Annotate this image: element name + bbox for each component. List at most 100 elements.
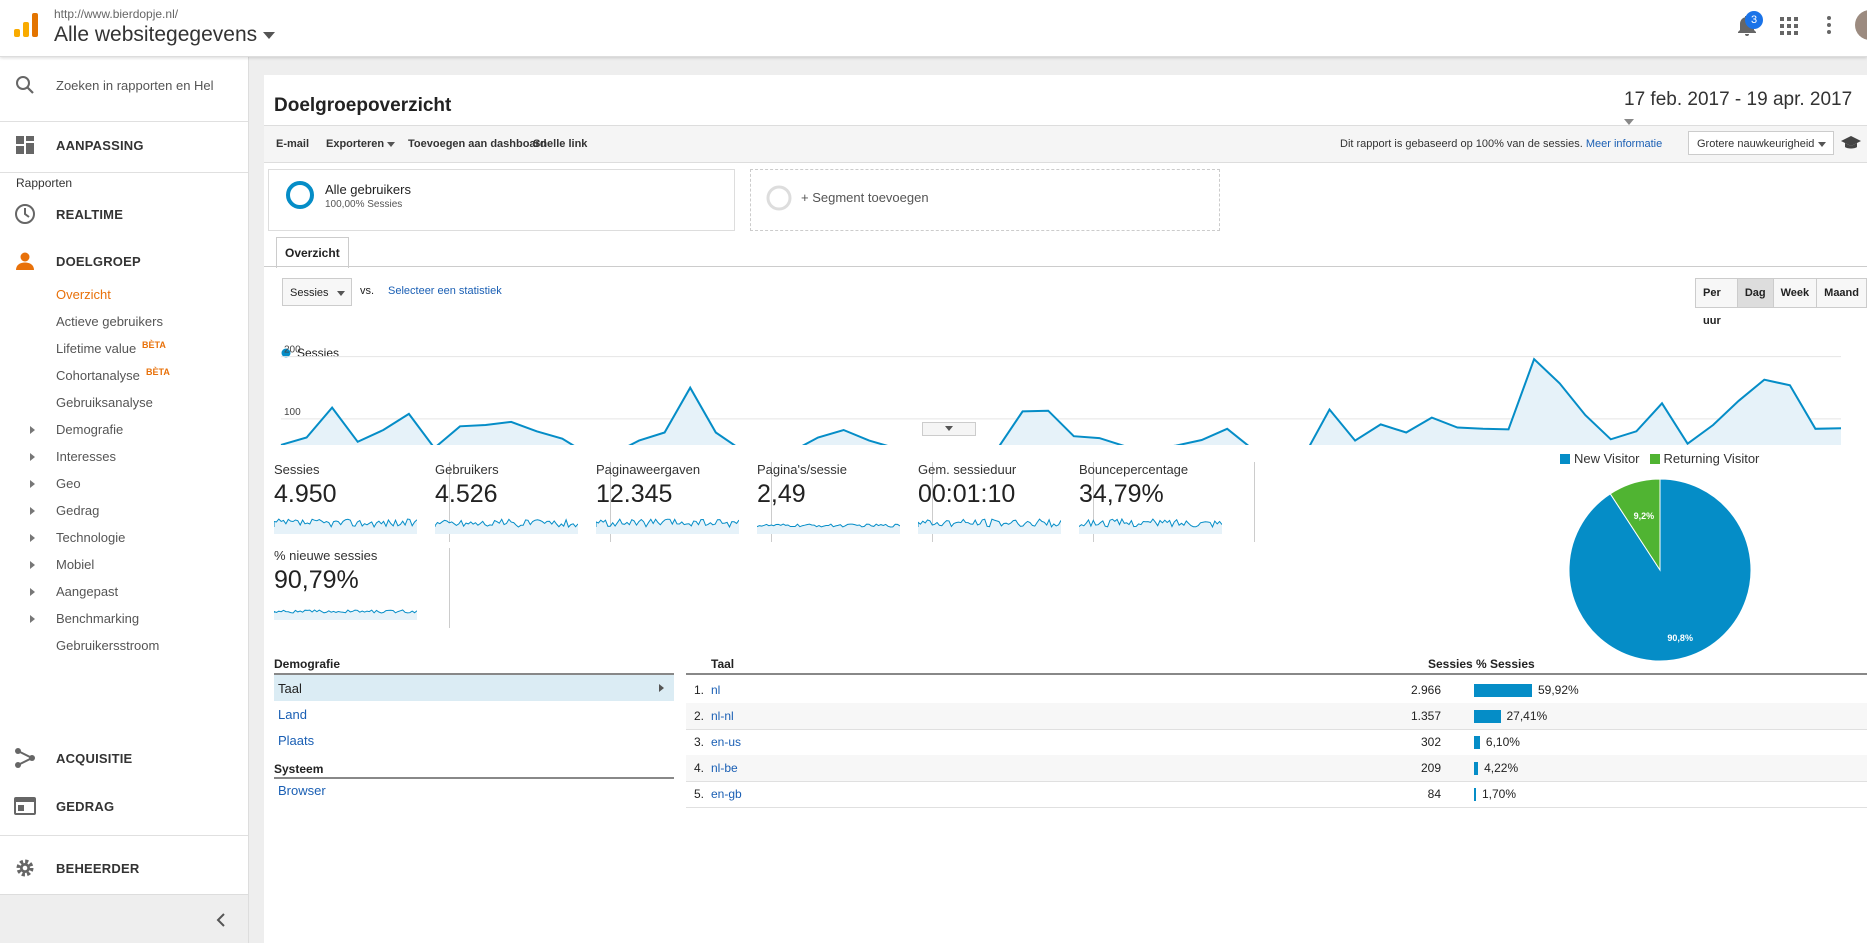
sidebar-item-behavior[interactable]: GEDRAG	[0, 789, 248, 825]
metric-tile[interactable]: Gem. sessieduur 00:01:10	[908, 462, 1094, 544]
pie-slice[interactable]	[1609, 478, 1661, 572]
shortcut-button[interactable]: Snelle link	[533, 138, 588, 150]
data-point[interactable]	[1762, 378, 1766, 382]
data-point[interactable]	[1328, 408, 1332, 412]
data-point[interactable]	[1072, 434, 1076, 438]
search-input[interactable]: Zoeken in rapporten en Hel	[56, 78, 214, 93]
granularity-option[interactable]: Week	[1773, 279, 1818, 307]
granularity-option[interactable]: Per uur	[1696, 279, 1738, 327]
metric-tile[interactable]: Pagina's/sessie 2,49	[747, 462, 933, 544]
data-point[interactable]	[1813, 427, 1817, 431]
demographics-item-plaats[interactable]: Plaats	[278, 733, 315, 748]
sidebar-subitem[interactable]: Demografie	[0, 419, 248, 441]
data-point[interactable]	[1558, 381, 1562, 385]
data-point[interactable]	[305, 436, 309, 440]
row-language-link[interactable]: en-us	[711, 735, 742, 749]
sidebar-item-audience[interactable]: DOELGROEP	[0, 244, 248, 280]
data-point[interactable]	[356, 440, 360, 444]
email-button[interactable]: E-mail	[276, 138, 310, 150]
segment-all-users[interactable]: Alle gebruikers 100,00% Sessies	[268, 169, 735, 231]
sidebar-subitem[interactable]: Gebruikersstroom	[0, 635, 248, 657]
data-point[interactable]	[867, 439, 871, 443]
data-point[interactable]	[1737, 399, 1741, 403]
metric-tile[interactable]: Sessies 4.950	[264, 462, 450, 544]
data-point[interactable]	[1379, 422, 1383, 426]
data-point[interactable]	[407, 412, 411, 416]
pie-legend-item[interactable]: Returning Visitor	[1649, 451, 1759, 466]
data-point[interactable]	[1583, 413, 1587, 417]
data-point[interactable]	[330, 406, 334, 410]
demographics-item-taal[interactable]: Taal	[274, 675, 674, 701]
data-point[interactable]	[1481, 427, 1485, 431]
sidebar-search[interactable]: Zoeken in rapporten en Hel	[0, 57, 248, 113]
system-item-browser[interactable]: Browser	[278, 783, 326, 798]
tab-overview[interactable]: Overzicht	[276, 237, 349, 268]
data-point[interactable]	[1225, 427, 1229, 431]
data-point[interactable]	[714, 431, 718, 435]
data-point[interactable]	[1200, 438, 1204, 442]
data-point[interactable]	[1788, 383, 1792, 387]
data-point[interactable]	[1609, 437, 1613, 441]
data-point[interactable]	[381, 428, 385, 432]
metric-select[interactable]: Sessies	[282, 278, 352, 306]
sidebar-subitem[interactable]: Aangepast	[0, 581, 248, 603]
sidebar-item-acquisition[interactable]: ACQUISITIE	[0, 741, 248, 777]
collapse-sidebar-icon[interactable]	[216, 913, 226, 927]
sidebar-subitem[interactable]: Gedrag	[0, 500, 248, 522]
row-language-link[interactable]: nl-nl	[711, 709, 734, 723]
sidebar-subitem[interactable]: Benchmarking	[0, 608, 248, 630]
data-point[interactable]	[1353, 439, 1357, 443]
data-point[interactable]	[816, 436, 820, 440]
pie-legend-item[interactable]: New Visitor	[1560, 451, 1640, 466]
date-range-picker[interactable]: 17 feb. 2017 - 19 apr. 2017	[1624, 89, 1867, 133]
more-info-link[interactable]: Meer informatie	[1585, 138, 1663, 150]
sidebar-item-admin[interactable]: BEHEERDER	[0, 851, 248, 887]
data-point[interactable]	[535, 429, 539, 433]
data-point[interactable]	[1532, 357, 1536, 361]
data-point[interactable]	[663, 431, 667, 435]
precision-select[interactable]: Grotere nauwkeurigheid	[1688, 131, 1834, 155]
granularity-option[interactable]: Maand	[1817, 279, 1866, 307]
data-point[interactable]	[1455, 426, 1459, 430]
data-point[interactable]	[842, 428, 846, 432]
data-point[interactable]	[509, 420, 513, 424]
apps-grid-icon[interactable]	[1780, 17, 1798, 35]
granularity-option[interactable]: Dag	[1737, 279, 1774, 307]
property-selector[interactable]: Alle websitegegevens	[54, 23, 276, 47]
data-point[interactable]	[484, 423, 488, 427]
data-point[interactable]	[1021, 409, 1025, 413]
add-to-dashboard-button[interactable]: Toevoegen aan dashboard	[408, 138, 547, 150]
sidebar-subitem[interactable]: Geo	[0, 473, 248, 495]
data-point[interactable]	[560, 437, 564, 441]
sidebar-subitem[interactable]: Actieve gebruikers	[0, 311, 248, 333]
sidebar-subitem[interactable]: Mobiel	[0, 554, 248, 576]
data-point[interactable]	[1097, 436, 1101, 440]
data-point[interactable]	[279, 443, 283, 445]
data-point[interactable]	[1634, 429, 1638, 433]
select-metric-link[interactable]: Selecteer een statistiek	[388, 285, 502, 297]
metric-tile[interactable]: Bouncepercentage 34,79%	[1069, 462, 1255, 544]
demographics-item-land[interactable]: Land	[278, 707, 307, 722]
data-point[interactable]	[1123, 444, 1127, 445]
sidebar-item-realtime[interactable]: REALTIME	[0, 197, 248, 233]
data-point[interactable]	[1046, 409, 1050, 413]
data-point[interactable]	[1174, 444, 1178, 445]
collapse-chart-button[interactable]	[922, 422, 976, 436]
data-point[interactable]	[637, 439, 641, 443]
sidebar-item-customization[interactable]: AANPASSING	[0, 125, 248, 165]
sidebar-subitem[interactable]: Technologie	[0, 527, 248, 549]
data-point[interactable]	[688, 386, 692, 390]
graduation-cap-icon[interactable]	[1841, 135, 1861, 151]
avatar[interactable]	[1855, 10, 1867, 40]
data-point[interactable]	[1839, 426, 1843, 430]
export-button[interactable]: Exporteren	[326, 138, 396, 150]
sidebar-subitem[interactable]: Lifetime value BÈTA	[0, 338, 248, 360]
more-vert-icon[interactable]	[1827, 16, 1831, 37]
sidebar-subitem[interactable]: Cohortanalyse BÈTA	[0, 365, 248, 387]
analytics-logo-icon[interactable]	[14, 13, 38, 37]
sidebar-subitem[interactable]: Gebruiksanalyse	[0, 392, 248, 414]
add-segment-button[interactable]: + Segment toevoegen	[750, 169, 1220, 231]
row-language-link[interactable]: en-gb	[711, 787, 742, 801]
row-language-link[interactable]: nl-be	[711, 761, 738, 775]
data-point[interactable]	[1430, 416, 1434, 420]
